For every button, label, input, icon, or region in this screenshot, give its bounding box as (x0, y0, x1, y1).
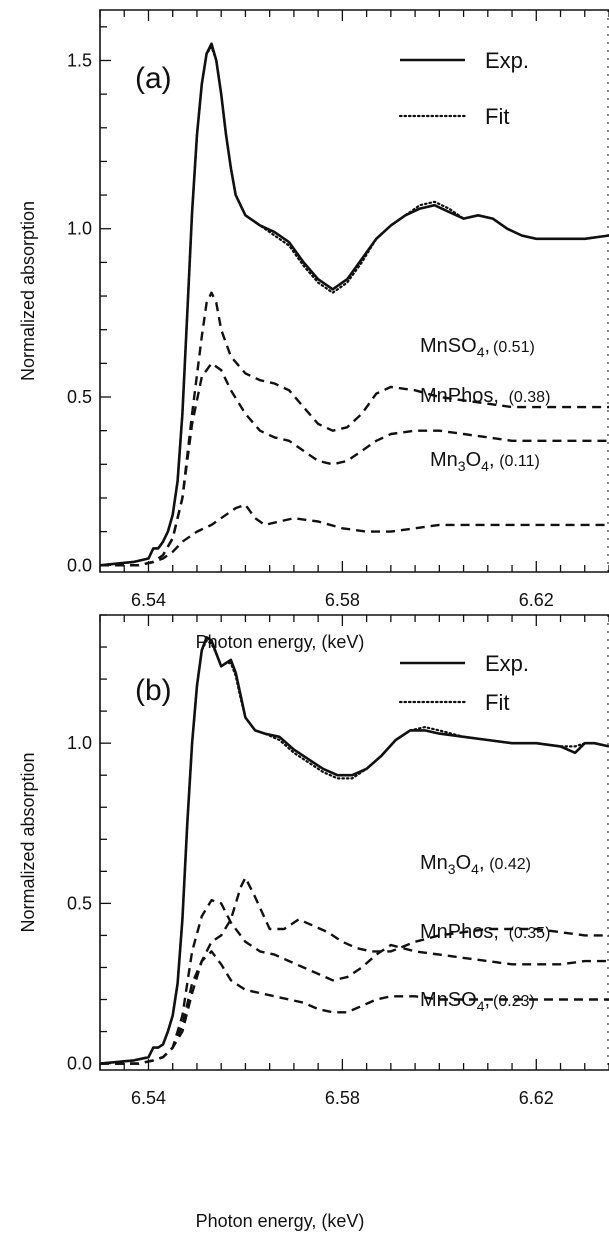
annotation-mnphos: MnPhos, (0.35) (420, 921, 550, 943)
plot-frame (99, 9, 609, 573)
annotation-weight: (0.51) (493, 339, 535, 356)
series-line-mnphos-dashed (100, 899, 609, 1065)
x-tick-label: 6.58 (325, 1088, 360, 1108)
annotation-weight: (0.38) (509, 389, 551, 406)
y-tick-label: 0.5 (67, 387, 92, 407)
series-line-mnso4-dashed (100, 291, 609, 567)
annotation-weight: (0.42) (489, 856, 531, 873)
annotation-compound: Mn3O4, (430, 449, 495, 474)
annotation-weight: (0.11) (499, 453, 540, 470)
legend-label: Fit (485, 690, 509, 715)
chart-panel-a: 6.54 6.58 6.62 0.0 0.5 1.0 1.5 Photon energy, (… (18, 9, 609, 652)
x-tick-label: 6.62 (519, 1088, 554, 1108)
annotation-mn3o4: Mn3O4, (0.42) (420, 852, 531, 877)
series-line-fit-dotted (100, 639, 609, 1065)
annotation-mnso4: MnSO4, (0.23) (420, 989, 535, 1014)
y-tick-label: 0.5 (67, 893, 92, 913)
legend-label: Exp. (485, 48, 529, 73)
annotation-mnphos: MnPhos, (0.38) (420, 385, 550, 407)
series-line-mnphos-dashed (100, 362, 609, 567)
y-axis-label: Normalized absorption (18, 752, 38, 932)
annotation-compound: MnSO4, (420, 989, 490, 1014)
legend: Exp. Fit (398, 651, 529, 715)
legend-label: Exp. (485, 651, 529, 676)
annotation-compound: MnSO4, (420, 335, 490, 360)
x-tick-label: 6.62 (519, 590, 554, 610)
annotation-mnso4: MnSO4, (0.51) (420, 335, 535, 360)
y-tick-label: 1.5 (67, 50, 92, 70)
series-line-mn3o4-dashed (100, 876, 609, 1065)
y-tick-label: 1.0 (67, 219, 92, 239)
annotation-compound: Mn3O4, (420, 852, 485, 877)
plot-frame (99, 614, 609, 1071)
annotation-weight: (0.35) (509, 925, 551, 942)
series-line-mnso4-dashed (100, 950, 609, 1065)
x-tick-label: 6.58 (325, 590, 360, 610)
y-tick-label: 1.0 (67, 733, 92, 753)
y-tick-label: 0.0 (67, 555, 92, 575)
annotation-weight: (0.23) (493, 993, 535, 1010)
x-axis-label: Photon energy, (keV) (196, 632, 365, 652)
x-tick-label: 6.54 (131, 1088, 166, 1108)
panel-label: (b) (135, 674, 172, 707)
legend: Exp. Fit (398, 48, 529, 129)
annotation-mn3o4: Mn3O4, (0.11) (430, 449, 540, 474)
panel-label: (a) (135, 62, 172, 95)
series-line-fit-dotted (100, 45, 609, 567)
legend-label: Fit (485, 104, 509, 129)
x-axis-label: Photon energy, (keV) (196, 1211, 365, 1231)
chart-panel-b: 6.54 6.58 6.62 0.0 0.5 1.0 Photon energy, (keV… (18, 614, 609, 1231)
annotation-compound: MnPhos, (420, 921, 499, 943)
annotation-compound: MnPhos, (420, 385, 499, 407)
x-tick-label: 6.54 (131, 590, 166, 610)
series-line-mn3o4-dashed (100, 503, 609, 567)
y-tick-label: 0.0 (67, 1054, 92, 1074)
y-axis-label: Normalized absorption (18, 201, 38, 381)
